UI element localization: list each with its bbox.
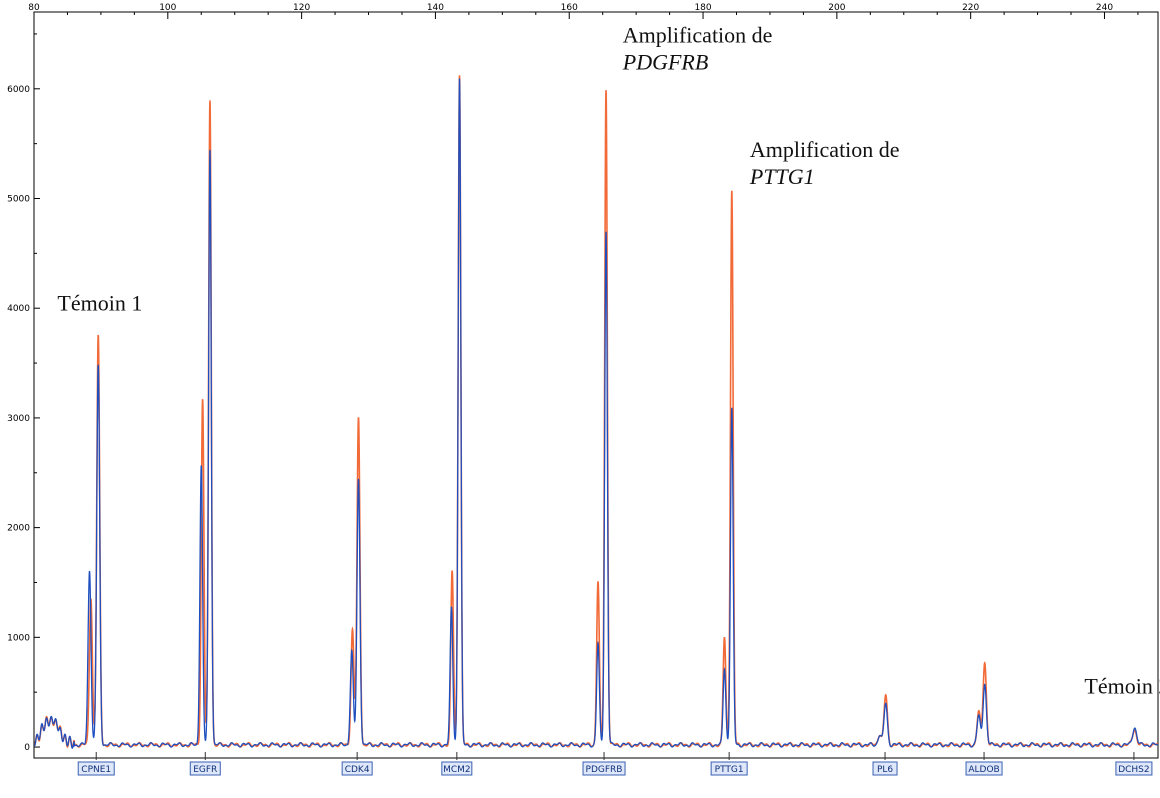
series-layer bbox=[34, 75, 1159, 749]
x-tick-label: 220 bbox=[962, 3, 979, 13]
x-tick-label: 240 bbox=[1096, 3, 1113, 13]
gene-marker-box bbox=[341, 761, 373, 776]
gene-marker[interactable]: MCM2 bbox=[441, 752, 473, 776]
gene-marker-box bbox=[582, 761, 626, 776]
gene-marker-label: ALDOB bbox=[968, 765, 999, 775]
annotation-line: PTTG1 bbox=[749, 164, 815, 189]
x-tick-label: 80 bbox=[28, 3, 40, 13]
gene-marker-label: CPNE1 bbox=[81, 765, 111, 775]
annotation-line: PDGFRB bbox=[622, 50, 709, 75]
annotation: Témoin 2 bbox=[1084, 673, 1160, 698]
gene-marker[interactable]: CPNE1 bbox=[77, 752, 115, 776]
gene-marker[interactable]: ALDOB bbox=[965, 752, 1003, 776]
gene-markers: CPNE1 EGFR CDK4 MCM2 PDGFRB PTTG1 PL6 ALDOB DCHS… bbox=[77, 752, 1153, 776]
gene-marker-label: CDK4 bbox=[345, 765, 370, 775]
x-tick-label: 140 bbox=[427, 3, 444, 13]
y-tick-label: 6000 bbox=[7, 85, 30, 95]
x-tick-label: 160 bbox=[561, 3, 578, 13]
gene-marker-label: PL6 bbox=[877, 765, 893, 775]
annotation: Témoin 1 bbox=[57, 290, 142, 315]
series-trace bbox=[34, 78, 1158, 749]
plot-frame bbox=[33, 11, 1159, 759]
gene-marker[interactable]: PDGFRB bbox=[582, 752, 626, 776]
gene-marker[interactable]: CDK4 bbox=[341, 752, 373, 776]
y-axis: 0 1000 2000 3000 4000 5000 6000 bbox=[7, 33, 40, 753]
gene-marker[interactable]: PL6 bbox=[872, 752, 898, 776]
y-tick-label: 3000 bbox=[7, 414, 30, 424]
gene-marker-label: DCHS2 bbox=[1118, 765, 1149, 775]
gene-marker-label: MCM2 bbox=[443, 765, 471, 775]
gene-marker[interactable]: EGFR bbox=[189, 752, 221, 776]
gene-marker-box bbox=[872, 761, 898, 776]
gene-marker-box bbox=[77, 761, 115, 776]
x-tick-label: 180 bbox=[694, 3, 711, 13]
gene-marker-box bbox=[441, 761, 473, 776]
annotation-line: Témoin 1 bbox=[57, 290, 142, 315]
y-tick-label: 2000 bbox=[7, 524, 30, 534]
gene-marker-box bbox=[710, 761, 748, 776]
annotation-line: Témoin 2 bbox=[1084, 673, 1160, 698]
x-tick-label: 200 bbox=[828, 3, 845, 13]
gene-marker[interactable]: PTTG1 bbox=[710, 752, 748, 776]
gene-marker-label: EGFR bbox=[193, 765, 217, 775]
annotation-line: Amplification de bbox=[750, 137, 900, 162]
gene-marker-label: PTTG1 bbox=[715, 765, 744, 775]
gene-marker[interactable]: DCHS2 bbox=[1115, 752, 1153, 776]
gene-marker-label: PDGFRB bbox=[586, 765, 623, 775]
gene-marker-box bbox=[1115, 761, 1153, 776]
x-tick-label: 120 bbox=[293, 3, 310, 13]
gene-marker-box bbox=[189, 761, 221, 776]
y-tick-label: 4000 bbox=[7, 304, 30, 314]
x-axis: 80 100 120 140 160 180 200 220 240 bbox=[28, 3, 1139, 19]
y-tick-label: 5000 bbox=[7, 195, 30, 205]
gene-marker-box bbox=[965, 761, 1003, 776]
y-tick-label: 0 bbox=[24, 743, 30, 753]
x-tick-label: 100 bbox=[159, 3, 176, 13]
y-tick-label: 1000 bbox=[7, 633, 30, 643]
annotation-line: Amplification de bbox=[623, 23, 773, 48]
